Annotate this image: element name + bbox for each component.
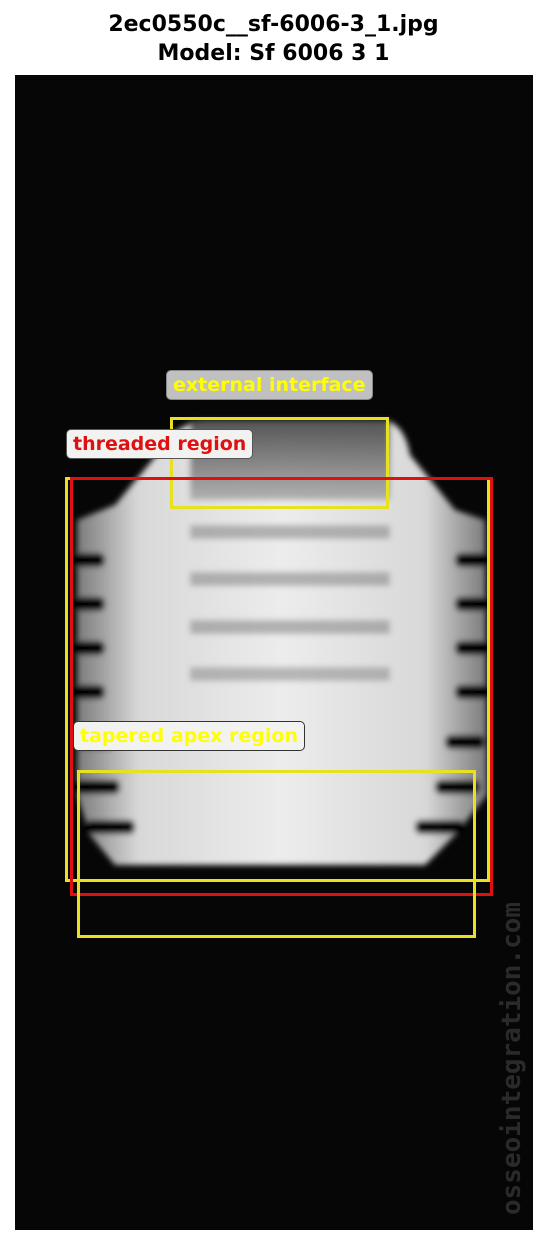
bbox-external-interface [170,417,389,509]
figure-title-block: 2ec0550c__sf-6006-3_1.jpg Model: Sf 6006… [0,10,547,68]
label-external-interface: external interface [166,370,373,400]
xray-image-frame: osseointegration.com [15,75,533,1230]
implant-shape [70,420,490,865]
xray-image: osseointegration.com [70,420,527,1215]
figure-title: 2ec0550c__sf-6006-3_1.jpg [108,12,439,37]
label-tapered-apex-region: tapered apex region [73,721,305,751]
bbox-threaded-region [70,477,493,896]
figure-subtitle: Model: Sf 6006 3 1 [157,41,390,66]
watermark-text: osseointegration.com [497,902,527,1215]
bbox-tapered-apex-region [77,770,476,938]
label-threaded-region: threaded region [66,429,254,459]
